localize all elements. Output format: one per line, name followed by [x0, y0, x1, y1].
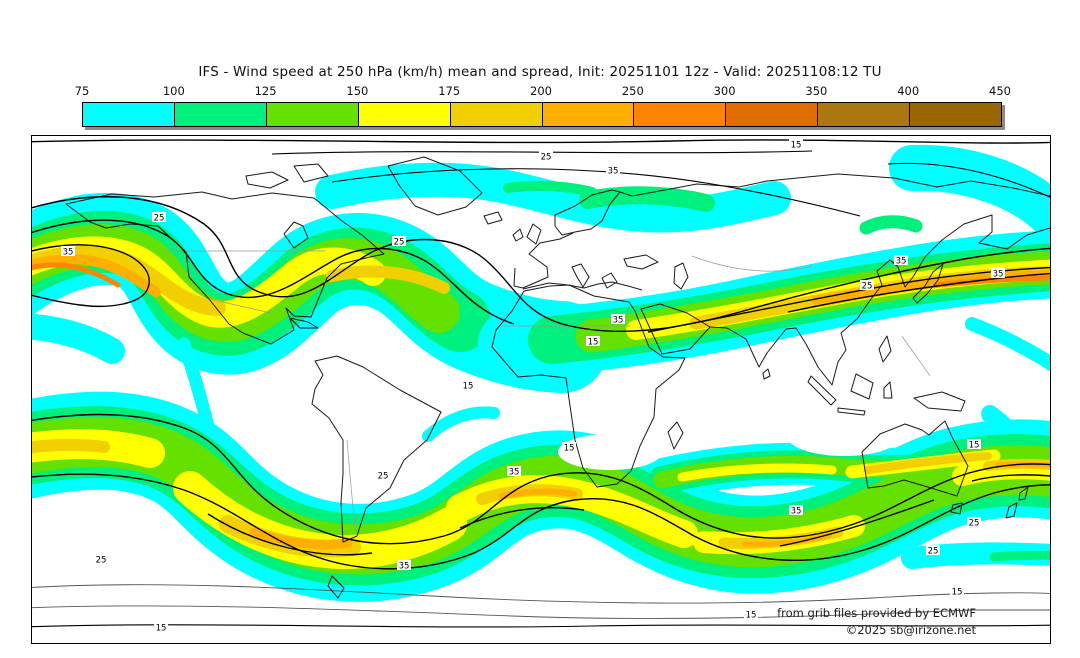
contour-label-35: 35 [993, 270, 1004, 280]
colorbar-tick-400: 400 [897, 84, 920, 98]
contour-label-box [61, 246, 75, 256]
contour-label-box [894, 255, 908, 265]
colorbar-segment-175-200 [450, 103, 543, 126]
contour-label-15: 15 [156, 624, 167, 634]
contour-label-15: 15 [463, 382, 474, 392]
colorbar-segment-75-100 [83, 103, 175, 126]
contour-label-box [860, 280, 874, 290]
contour-label-15: 15 [564, 444, 575, 454]
contour-label-box [967, 439, 981, 449]
colorbar-tick-450: 450 [989, 84, 1011, 98]
contour-label-box [376, 470, 390, 480]
contour-label-35: 35 [399, 562, 410, 572]
contour-label-35: 35 [608, 167, 619, 177]
band-gaps [558, 414, 902, 470]
colorbar: 75 100 125 150 175 200 250 300 350 400 450 [75, 84, 1011, 128]
colorbar-tick-labels: 75 100 125 150 175 200 250 300 350 400 450 [75, 84, 1011, 98]
contour-label-15: 15 [952, 588, 963, 598]
contour-label-box [586, 336, 600, 346]
coastlines [32, 156, 1050, 619]
wind-speed-bands [32, 144, 1050, 602]
contour-label-box [562, 442, 576, 452]
contour-label-box [539, 151, 553, 161]
world-map-panel: 35 25 25 25 35 15 35 25 35 35 15 15 15 25 35 25 15 35 15 25… [31, 135, 1051, 644]
colorbar-tick-200: 200 [530, 84, 552, 98]
contour-label-box [744, 609, 758, 619]
colorbar-segment-150-175 [358, 103, 451, 126]
colorbar-tick-300: 300 [713, 84, 736, 98]
colorbar-tick-175: 175 [438, 84, 461, 98]
contour-label-25: 25 [96, 556, 107, 566]
colorbar-tick-250: 250 [621, 84, 644, 98]
contour-label-25: 25 [862, 282, 873, 292]
contour-label-25: 25 [154, 214, 165, 224]
contour-label-25: 25 [541, 153, 552, 163]
attribution-source: from grib files provided by ECMWF [777, 606, 976, 620]
colorbar-segment-200-250 [542, 103, 635, 126]
contour-label-box [154, 622, 168, 632]
contour-label-15: 15 [588, 338, 599, 348]
colorbar-segment-250-300 [634, 103, 727, 126]
contour-label-box [611, 314, 625, 324]
contour-label-box [926, 545, 940, 555]
contour-label-15: 15 [746, 611, 757, 621]
colorbar-segment-125-150 [266, 103, 359, 126]
colorbar-tick-350: 350 [805, 84, 828, 98]
contour-label-box [392, 236, 406, 246]
colorbar-bar [82, 102, 1002, 127]
contour-label-35: 35 [896, 257, 907, 267]
colorbar-segment-400-450 [910, 103, 1002, 126]
contour-label-box [397, 560, 411, 570]
contour-label-box [507, 466, 521, 476]
attribution: from grib files provided by ECMWF ©2025 … [777, 605, 976, 639]
colorbar-tick-100: 100 [162, 84, 185, 98]
contour-label-25: 25 [928, 547, 939, 557]
contour-label-35: 35 [791, 507, 802, 517]
colorbar-segment-350-400 [818, 103, 911, 126]
chart-title: IFS - Wind speed at 250 hPa (km/h) mean … [198, 64, 882, 80]
wind-speed-map: 35 25 25 25 35 15 35 25 35 35 15 15 15 25 35 25 15 35 15 25… [32, 139, 1050, 634]
contour-label-box [789, 139, 803, 149]
contour-label-15: 15 [791, 141, 802, 151]
colorbar-tick-75: 75 [74, 84, 90, 98]
contour-labels: 35 25 25 25 35 15 35 25 35 35 15 15 15 25 35 25 15 35 15 25… [61, 139, 1005, 634]
contour-label-box [789, 505, 803, 515]
contour-label-box [991, 268, 1005, 278]
contour-label-35: 35 [63, 248, 74, 258]
contour-label-35: 35 [509, 468, 520, 478]
colorbar-segment-100-125 [174, 103, 267, 126]
colorbar-tick-150: 150 [346, 84, 369, 98]
colorbar-segment-300-350 [726, 103, 819, 126]
attribution-copyright: ©2025 sb@irizone.net [845, 623, 976, 637]
colorbar-tick-125: 125 [254, 84, 277, 98]
contour-label-25: 25 [969, 519, 980, 529]
contour-label-25: 25 [378, 472, 389, 482]
contour-label-box [950, 586, 964, 596]
contour-label-25: 25 [394, 238, 405, 248]
contour-label-15: 15 [969, 441, 980, 451]
contour-label-box [152, 212, 166, 222]
contour-label-box [967, 517, 981, 527]
contour-label-box [94, 554, 108, 564]
contour-label-35: 35 [613, 316, 624, 326]
spread-contours [32, 139, 1050, 628]
contour-label-box [606, 165, 620, 175]
contour-label-box [461, 380, 475, 390]
